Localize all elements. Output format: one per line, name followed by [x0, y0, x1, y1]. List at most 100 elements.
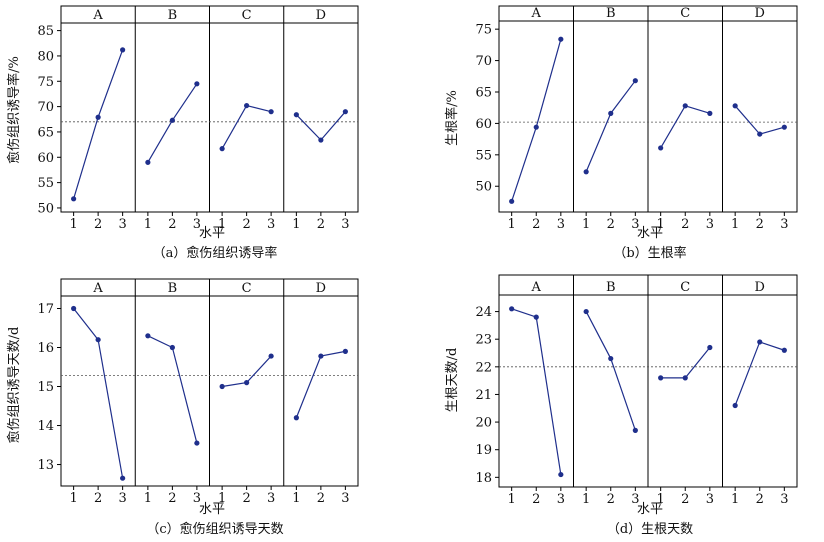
data-point	[169, 344, 175, 351]
data-point	[318, 137, 324, 143]
y-tick-label: 65	[37, 125, 54, 140]
data-point	[781, 347, 787, 353]
data-point	[509, 198, 515, 204]
data-point	[318, 353, 324, 359]
x-tick-label: 2	[242, 491, 250, 506]
x-tick-label: 1	[508, 217, 516, 232]
x-axis-label: 水平	[199, 502, 225, 517]
data-point	[293, 112, 299, 118]
panel-label-b: B	[606, 280, 616, 295]
data-point	[219, 383, 225, 390]
data-point	[71, 305, 77, 312]
data-point	[707, 344, 713, 351]
y-tick-label: 50	[475, 180, 492, 195]
data-point	[268, 353, 274, 359]
y-tick-label: 80	[37, 49, 54, 64]
series-line	[511, 39, 562, 202]
panel-label-c: C	[680, 280, 690, 295]
x-tick-label: 1	[144, 217, 152, 232]
data-point	[781, 124, 787, 130]
data-point	[145, 159, 151, 165]
y-tick-label: 50	[37, 201, 54, 216]
panel-label-a: A	[531, 280, 542, 295]
x-tick-label: 3	[780, 492, 788, 507]
panel-label-b: B	[168, 8, 178, 23]
x-tick-label: 3	[267, 491, 275, 506]
x-axis-label: 水平	[199, 226, 225, 241]
x-tick-label: 1	[582, 492, 590, 507]
data-point	[169, 117, 175, 123]
panel-label-c: C	[242, 8, 252, 23]
data-point	[95, 114, 101, 120]
panel-label-b: B	[168, 281, 178, 296]
x-tick-label: 3	[557, 217, 565, 232]
series-line	[147, 83, 198, 163]
data-point	[707, 110, 713, 116]
series-line	[295, 350, 346, 418]
series-line	[295, 111, 346, 141]
data-point	[533, 124, 539, 130]
data-point	[244, 102, 250, 109]
x-tick-label: 2	[607, 217, 615, 232]
data-point	[583, 308, 589, 315]
series-line	[147, 335, 198, 444]
x-tick-label: 1	[657, 217, 665, 232]
panel-label-d: D	[755, 280, 765, 295]
y-tick-label: 23	[475, 333, 492, 348]
x-tick-label: 2	[242, 217, 250, 232]
series-line	[734, 341, 785, 406]
x-tick-label: 2	[607, 492, 615, 507]
data-point	[268, 109, 274, 115]
x-tick-label: 2	[681, 217, 689, 232]
x-tick-label: 3	[341, 217, 349, 232]
x-axis-label: 水平	[637, 226, 663, 241]
x-tick-label: 2	[681, 492, 689, 507]
x-tick-label: 2	[532, 217, 540, 232]
y-axis-label: 生根天数/d	[445, 348, 460, 413]
x-tick-label: 2	[317, 491, 325, 506]
y-tick-label: 60	[37, 151, 54, 166]
data-point	[219, 146, 225, 152]
x-tick-label: 2	[168, 491, 176, 506]
y-tick-label: 17	[37, 302, 54, 317]
y-tick-label: 14	[37, 419, 54, 434]
panel-label-c: C	[680, 6, 690, 21]
panel-label-a: A	[92, 281, 103, 296]
data-point	[145, 333, 151, 339]
y-tick-label: 18	[475, 471, 492, 486]
y-tick-label: 70	[37, 100, 54, 115]
panel-label-a: A	[531, 6, 542, 21]
data-point	[732, 402, 738, 409]
series-line	[73, 308, 124, 479]
data-point	[757, 339, 763, 345]
data-point	[342, 348, 348, 355]
x-tick-label: 3	[706, 217, 714, 232]
figure-caption: （a）愈伤组织诱导率	[153, 245, 278, 261]
data-point	[342, 109, 348, 115]
data-point	[682, 103, 688, 109]
x-tick-label: 2	[94, 491, 102, 506]
figure-caption: （b）生根率	[613, 245, 686, 261]
x-tick-label: 1	[292, 217, 300, 232]
panel-label-d: D	[755, 6, 765, 21]
y-tick-label: 19	[475, 443, 492, 458]
x-tick-label: 1	[582, 217, 590, 232]
y-tick-label: 15	[37, 380, 54, 395]
y-tick-label: 75	[37, 75, 54, 90]
x-tick-label: 1	[144, 491, 152, 506]
data-point	[632, 427, 638, 433]
x-tick-label: 3	[631, 217, 639, 232]
series-line	[734, 105, 785, 135]
panel-label-d: D	[316, 281, 326, 296]
y-tick-label: 65	[475, 85, 492, 100]
y-tick-label: 22	[475, 360, 492, 375]
figure-caption: （c）愈伤组织诱导天数	[146, 522, 283, 537]
data-point	[509, 306, 515, 312]
y-tick-label: 21	[475, 388, 492, 403]
data-point	[682, 375, 688, 381]
x-tick-label: 1	[508, 492, 516, 507]
x-tick-label: 3	[193, 491, 201, 506]
y-axis-label: 生根率/%	[444, 90, 460, 146]
